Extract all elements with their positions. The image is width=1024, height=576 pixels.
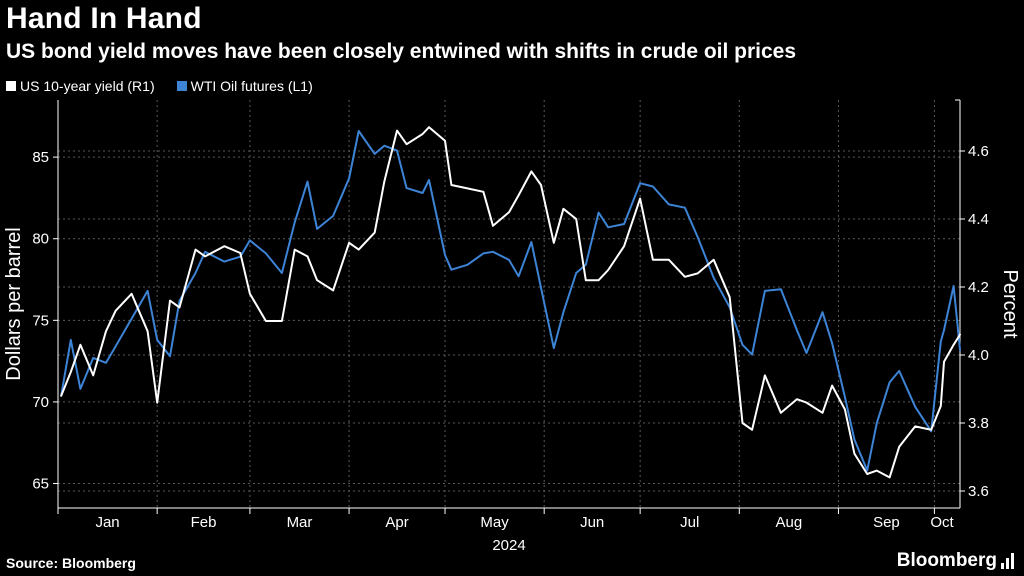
y-tick-label-left: 75 — [32, 312, 49, 329]
chart-subtitle: US bond yield moves have been closely en… — [6, 40, 797, 63]
x-tick-label: May — [480, 514, 509, 531]
legend-swatch-yield — [6, 81, 16, 91]
x-tick-label: Jun — [580, 514, 604, 531]
y-tick-label-left: 70 — [32, 394, 49, 411]
y-tick-label-right: 4.2 — [968, 279, 989, 296]
series — [60, 126, 961, 479]
x-tick-label: Jan — [95, 514, 119, 531]
series-line-yield — [60, 126, 961, 479]
bars-icon — [1001, 553, 1014, 569]
y-tick-label-right: 4.0 — [968, 347, 989, 364]
y-tick-label-left: 85 — [32, 149, 49, 166]
x-tick-label: Feb — [191, 514, 217, 531]
x-year-label: 2024 — [492, 537, 525, 554]
y-tick-label-right: 3.8 — [968, 415, 989, 432]
legend: US 10-year yield (R1) WTI Oil futures (L… — [6, 78, 313, 94]
y-axis-title-left: Dollars per barrel — [3, 227, 25, 380]
y-tick-label-right: 4.4 — [968, 211, 989, 228]
y-axis-title-right: Percent — [999, 270, 1021, 339]
x-tick-label: Mar — [287, 514, 313, 531]
y-tick-label-left: 80 — [32, 231, 49, 248]
series-line-oil — [60, 130, 961, 472]
legend-item-oil: WTI Oil futures (L1) — [176, 78, 313, 94]
brand-name: Bloomberg — [896, 550, 997, 571]
x-tick-label: Oct — [930, 514, 954, 531]
chart-title: Hand In Hand — [6, 2, 202, 35]
legend-item-yield: US 10-year yield (R1) — [6, 78, 155, 94]
grid — [58, 100, 960, 508]
x-tick-label: Aug — [776, 514, 803, 531]
y-tick-label-right: 3.6 — [968, 483, 989, 500]
y-tick-label-left: 65 — [32, 476, 49, 493]
y-tick-label-right: 4.6 — [968, 143, 989, 160]
legend-label-yield: US 10-year yield (R1) — [20, 78, 155, 94]
legend-swatch-oil — [176, 81, 187, 91]
x-tick-label: Apr — [385, 514, 408, 531]
brand-logo: Bloomberg — [897, 550, 1014, 572]
x-tick-label: Jul — [680, 514, 699, 531]
source-note: Source: Bloomberg — [6, 555, 136, 571]
axes: Jan Feb Mar Apr May Jun Jul Aug Sep Oct 2024 65 70 75… — [3, 99, 1021, 554]
legend-label-oil: WTI Oil futures (L1) — [190, 78, 313, 94]
x-tick-label: Sep — [873, 514, 900, 531]
